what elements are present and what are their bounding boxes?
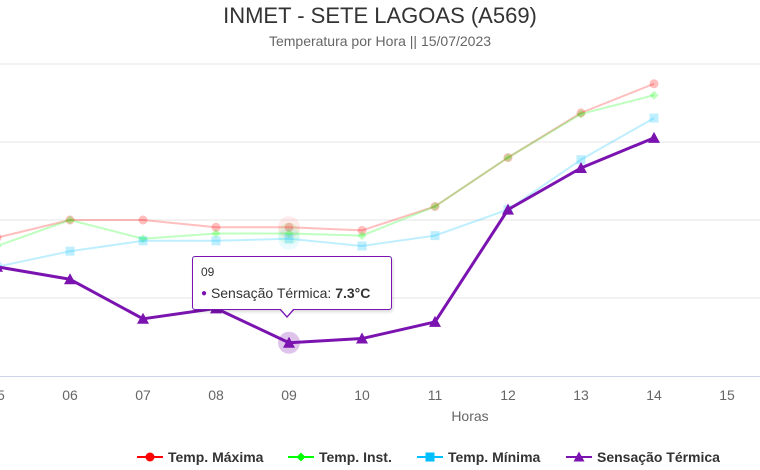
legend-label: Temp. Mínima — [448, 449, 541, 465]
x-tick-label: 07 — [135, 387, 151, 403]
data-point[interactable] — [576, 109, 586, 119]
tooltip: 09 ● Sensação Térmica: 7.3°C — [192, 256, 392, 310]
data-point[interactable] — [211, 229, 221, 239]
hover-halo — [278, 222, 300, 245]
data-point[interactable] — [284, 234, 294, 244]
data-point[interactable] — [64, 273, 76, 285]
x-tick-label: 09 — [281, 387, 297, 403]
series-temp-inst- — [0, 90, 659, 251]
x-tick-label: 06 — [62, 387, 78, 403]
data-point[interactable] — [65, 215, 75, 225]
hover-halo — [278, 227, 300, 250]
series-line — [0, 82, 655, 238]
data-point[interactable] — [648, 131, 660, 143]
x-tick-label: 13 — [573, 387, 589, 403]
data-point[interactable] — [503, 153, 513, 163]
legend-label: Temp. Inst. — [319, 449, 392, 465]
data-point[interactable] — [576, 108, 586, 118]
x-tick-label: 14 — [646, 387, 662, 403]
data-point[interactable] — [211, 222, 221, 232]
series-line — [0, 136, 655, 345]
legend-label: Sensação Térmica — [597, 449, 720, 465]
circle-marker-icon[interactable] — [145, 452, 155, 462]
series-line — [0, 94, 655, 246]
data-point[interactable] — [137, 312, 149, 324]
data-point[interactable] — [138, 236, 148, 246]
tooltip-row: ● Sensação Térmica: 7.3°C — [201, 285, 371, 301]
x-tick-label: 12 — [500, 387, 516, 403]
chart-subtitle: Temperatura por Hora || 15/07/2023 — [268, 33, 492, 49]
data-point[interactable] — [0, 242, 2, 251]
data-point[interactable] — [503, 153, 513, 163]
hover-halo — [278, 216, 300, 239]
tooltip-arrow-inner — [280, 308, 294, 316]
data-point[interactable] — [576, 155, 586, 165]
x-tick-label: 15 — [719, 387, 735, 403]
data-point[interactable] — [357, 225, 367, 235]
triangle-marker-icon[interactable] — [573, 451, 585, 462]
data-point[interactable] — [138, 234, 148, 244]
tooltip-header: 09 — [201, 265, 215, 279]
series-sensa-o-t-rmica — [0, 131, 660, 354]
series-temp-m-xima — [0, 79, 659, 242]
x-tick-label: 11 — [428, 387, 443, 403]
data-point[interactable] — [283, 336, 295, 348]
data-point[interactable] — [430, 201, 440, 211]
data-point[interactable] — [65, 215, 75, 225]
data-point[interactable] — [575, 162, 587, 173]
tooltip-value: 7.3°C — [335, 285, 371, 301]
data-point[interactable] — [649, 79, 659, 89]
data-point[interactable] — [502, 203, 514, 215]
data-point[interactable] — [284, 229, 294, 239]
data-point[interactable] — [0, 261, 3, 272]
legend-label: Temp. Máxima — [168, 449, 264, 465]
data-point[interactable] — [356, 332, 368, 344]
series-temp-m-nima — [0, 113, 659, 272]
legend-item[interactable]: Sensação Térmica — [566, 449, 720, 465]
tooltip-series-dot-icon: ● — [201, 288, 208, 299]
x-tick-label: 08 — [208, 387, 224, 403]
data-point[interactable] — [429, 315, 441, 327]
square-marker-icon[interactable] — [425, 452, 435, 462]
data-point[interactable] — [0, 233, 2, 242]
data-point[interactable] — [211, 236, 221, 246]
x-tick-label: 10 — [354, 387, 370, 403]
data-point[interactable] — [357, 241, 367, 251]
chart-title: INMET - SETE LAGOAS (A569) — [223, 3, 537, 28]
data-point[interactable] — [430, 231, 440, 241]
series-line — [0, 117, 655, 268]
data-point[interactable] — [65, 246, 75, 256]
data-point[interactable] — [649, 90, 659, 100]
data-point[interactable] — [357, 231, 367, 241]
data-point[interactable] — [430, 201, 440, 211]
legend-item[interactable]: Temp. Mínima — [417, 449, 541, 465]
data-point[interactable] — [649, 113, 659, 123]
tooltip-series-name: Sensação Térmica — [210, 285, 328, 301]
legend-item[interactable]: Temp. Máxima — [137, 449, 264, 465]
data-point[interactable] — [138, 215, 148, 225]
data-point[interactable] — [284, 222, 294, 232]
legend-item[interactable]: Temp. Inst. — [288, 449, 392, 465]
x-axis-title: Horas — [451, 408, 488, 424]
x-tick-label: 05 — [0, 387, 5, 403]
diamond-marker-icon[interactable] — [296, 452, 306, 462]
